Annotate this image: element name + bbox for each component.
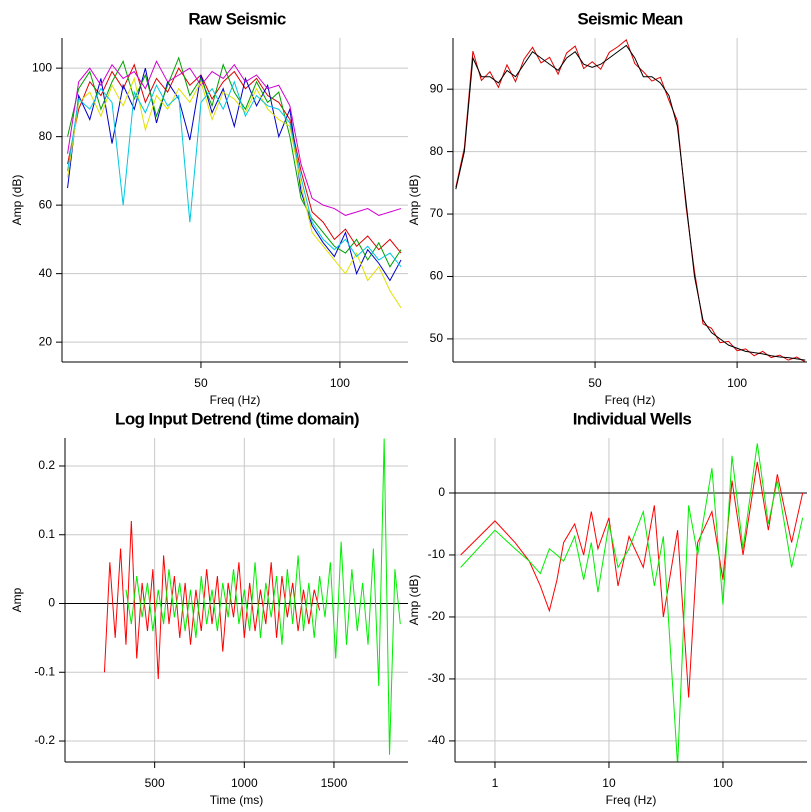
- series-line: [67, 68, 402, 282]
- y-tick-label: 90: [430, 81, 444, 95]
- x-axis-label: Freq (Hz): [210, 393, 261, 407]
- series-line: [103, 520, 321, 680]
- y-tick-label: -0.2: [34, 733, 55, 747]
- series-line: [67, 63, 402, 254]
- y-tick-label: -30: [428, 671, 446, 685]
- chart-title: Log Input Detrend (time domain): [115, 409, 359, 428]
- y-tick-label: -20: [428, 609, 446, 623]
- series-line: [455, 39, 806, 362]
- chart-title: Individual Wells: [573, 409, 692, 428]
- y-tick-label: 0.2: [38, 458, 55, 472]
- y-tick-label: 80: [430, 144, 444, 158]
- y-tick-label: 60: [430, 269, 444, 283]
- series-line: [67, 76, 402, 309]
- series-line: [460, 461, 804, 698]
- x-tick-label: 100: [727, 376, 747, 390]
- series-line: [460, 443, 804, 762]
- y-tick-label: -40: [428, 733, 446, 747]
- y-tick-label: 0: [438, 485, 445, 499]
- x-axis-label: Freq (Hz): [606, 793, 657, 807]
- series-line: [125, 438, 401, 755]
- y-tick-label: 50: [430, 331, 444, 345]
- y-tick-label: 60: [39, 197, 53, 211]
- y-tick-label: -10: [428, 547, 446, 561]
- y-tick-label: 20: [39, 334, 53, 348]
- series-line: [67, 60, 402, 216]
- x-tick-label: 100: [713, 776, 733, 790]
- series-line: [67, 80, 402, 268]
- x-tick-label: 1500: [321, 776, 348, 790]
- series-line: [67, 56, 402, 268]
- x-tick-label: 1: [492, 776, 499, 790]
- y-axis-label: Amp: [10, 587, 24, 612]
- y-tick-label: 80: [39, 129, 53, 143]
- x-axis-label: Time (ms): [210, 793, 264, 807]
- x-tick-label: 1000: [231, 776, 258, 790]
- series-line: [455, 44, 806, 361]
- x-tick-label: 10: [602, 776, 616, 790]
- chart-title: Seismic Mean: [577, 9, 682, 28]
- x-tick-label: 100: [330, 376, 350, 390]
- y-axis-label: Amp (dB): [407, 575, 421, 626]
- x-tick-label: 50: [194, 376, 208, 390]
- y-axis-label: Amp (dB): [407, 175, 421, 226]
- y-tick-label: 100: [32, 60, 52, 74]
- x-tick-label: 500: [145, 776, 165, 790]
- y-axis-label: Amp (dB): [10, 175, 24, 226]
- chart-title: Raw Seismic: [188, 9, 285, 28]
- x-axis-label: Freq (Hz): [605, 393, 656, 407]
- y-tick-label: 70: [430, 206, 444, 220]
- y-tick-label: 0: [48, 596, 55, 610]
- y-tick-label: 40: [39, 266, 53, 280]
- y-tick-label: 0.1: [38, 527, 55, 541]
- y-tick-label: -0.1: [34, 664, 55, 678]
- x-tick-label: 50: [588, 376, 602, 390]
